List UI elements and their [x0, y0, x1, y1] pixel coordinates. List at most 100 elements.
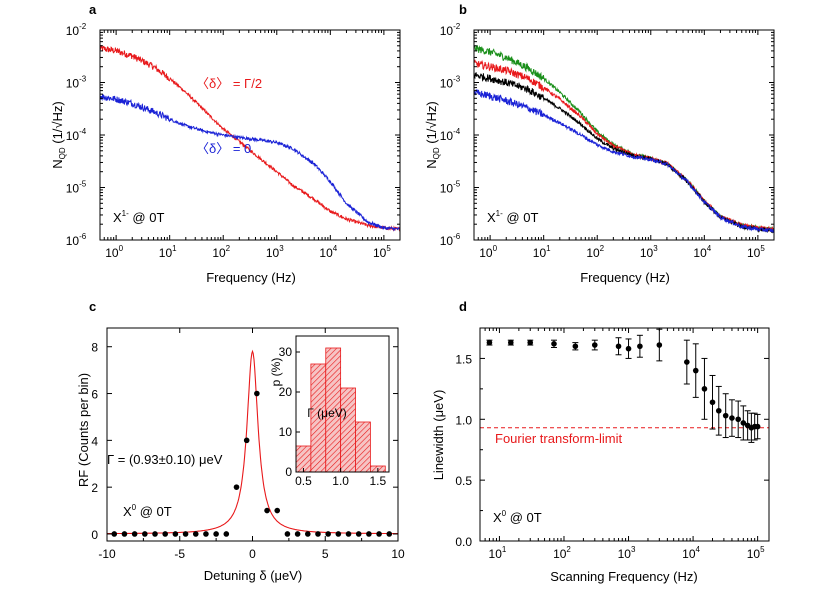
panel-c-data-point	[264, 507, 270, 514]
panel-d-xtick-label-base: 10	[747, 547, 761, 561]
panel-d-annotation-rest: @ 0T	[506, 510, 542, 525]
panel-b-annotation-rest: @ 0T	[503, 210, 539, 225]
panel-b-xtick-label-exp: 5	[760, 244, 765, 253]
panel-d-xtick-label: 103	[618, 545, 636, 561]
panel-a-xtick-label-base: 10	[159, 246, 173, 260]
panel-d-data-point	[715, 407, 722, 414]
panel-c-data-point	[213, 531, 219, 537]
inset-ytick-label: 0	[285, 465, 292, 479]
panel-b-ytick-label-exp: -2	[453, 22, 461, 31]
panel-b-y-label-sub: QD	[432, 147, 441, 159]
panel-a-xtick-label-base: 10	[212, 246, 226, 260]
panel-a-annotation-main: X	[113, 210, 122, 225]
panel-b-ytick-label-base: 10	[440, 234, 454, 248]
panel-b-y-label: NQD (1/√Hz)	[424, 101, 441, 169]
panel-d-reference-label: Fourier transform-limit	[495, 431, 623, 446]
panel-b-ytick-label-exp: -6	[453, 232, 461, 241]
panel-d-xtick-label-exp: 1	[502, 545, 507, 554]
panel-c-data-point	[366, 531, 372, 537]
inset-xtick-label: 1.5	[369, 474, 386, 488]
panel-b-series-3	[473, 89, 775, 233]
panel-a-xtick-label: 100	[105, 244, 123, 260]
panel-c-data-point	[325, 531, 331, 537]
panel-b-ytick-label: 10-6	[440, 232, 461, 248]
panel-d-data-point	[615, 343, 622, 350]
panel-c-xtick-label: 10	[391, 547, 405, 561]
panel-b-xtick-label: 100	[479, 244, 497, 260]
panel-c-data-point	[254, 390, 260, 397]
panel-d: 101 102 103 104 105 0.00.51.01.5 Scanning Fr…	[431, 327, 770, 584]
panel-d-data-point	[735, 416, 742, 423]
panel-b-annotation-sup: 1-	[496, 209, 503, 218]
panel-d-data-point	[572, 343, 579, 350]
panel-d-frame	[479, 327, 770, 542]
panel-a-xtick-label: 104	[319, 244, 337, 260]
panel-c-xtick-label: -5	[174, 547, 185, 561]
panel-b-xtick-label-exp: 1	[546, 244, 551, 253]
panel-a-ytick-label-base: 10	[66, 234, 80, 248]
panel-c-annotation: X0 @ 0T	[123, 503, 172, 519]
panel-c-data-point	[355, 531, 362, 537]
panel-a-xtick-label-exp: 2	[226, 244, 231, 253]
panel-a-plot	[99, 29, 401, 241]
panel-d-data-point	[656, 342, 663, 348]
panel-a-frame	[99, 29, 401, 241]
panel-d-data-point	[701, 386, 708, 392]
panel-a-xtick-label-exp: 0	[119, 244, 124, 253]
panel-c-data-point	[192, 531, 199, 537]
panel-c-data-point	[345, 531, 352, 537]
inset-plot	[295, 335, 390, 473]
panel-b-ytick-label: 10-4	[440, 127, 461, 143]
panel-b-y-label-main: N	[424, 159, 439, 168]
panel-a-annotation-sup: 1-	[122, 209, 129, 218]
panel-b-ytick-label-base: 10	[440, 129, 454, 143]
inset-ytick-label: 20	[279, 385, 293, 399]
panel-b-ytick-label: 10-3	[440, 75, 461, 91]
panel-b-x-ticks: 100 101 102 103 104 105	[473, 30, 775, 260]
panel-d-data-point	[740, 420, 747, 426]
panel-d-x-label: Scanning Frequency (Hz)	[550, 569, 697, 584]
panel-a-xtick-label-exp: 3	[279, 244, 284, 253]
panel-b-xtick-label-base: 10	[747, 246, 761, 260]
panel-d-annotation-sup: 0	[502, 509, 507, 518]
panel-a-x-ticks: 100 101 102 103 104 105	[99, 30, 401, 260]
panel-a-series-1	[99, 94, 401, 232]
panel-c-data-point	[203, 531, 209, 537]
inset-xtick-label: 1.0	[332, 474, 349, 488]
inset-bar	[340, 387, 356, 473]
panel-c-data-point	[152, 531, 158, 537]
panel-d-data-point	[692, 367, 699, 374]
panel-b-xtick-label: 101	[533, 244, 551, 260]
panel-a-y-label: NQD (1/√Hz)	[50, 101, 67, 169]
panel-b-ytick-label-base: 10	[440, 182, 454, 196]
inset-x-label: Γ (μeV)	[307, 406, 347, 420]
panel-b-xtick-label-exp: 2	[600, 244, 605, 253]
panel-a-xtick-label: 103	[266, 244, 284, 260]
panel-a-ytick-label-exp: -3	[79, 75, 87, 84]
panel-b-xtick-label-base: 10	[586, 246, 600, 260]
panel-c-data-point	[304, 531, 311, 537]
panel-a-x-label: Frequency (Hz)	[206, 270, 296, 285]
panel-d-data-point	[625, 345, 632, 352]
panel-b-xtick-label-base: 10	[479, 246, 493, 260]
panel-c: -10 -5 0 5 10 0 2 4 6 8 Detuning δ (μeV) RF (Cou…	[76, 327, 405, 583]
panel-d-x-ticks: 101 102 103 104 105	[479, 328, 765, 561]
panel-b-xtick-label-base: 10	[533, 246, 547, 260]
panel-a-xtick-label-exp: 4	[333, 244, 338, 253]
panel-label-a: a	[89, 2, 97, 17]
panel-d-xtick-label-exp: 2	[566, 545, 571, 554]
panel-d-data-point	[729, 415, 735, 421]
panel-b-xtick-label: 105	[747, 244, 765, 260]
panel-d-xtick-label: 102	[553, 545, 571, 561]
panel-d-xtick-label-exp: 4	[696, 545, 701, 554]
panel-c-ytick-label: 8	[91, 341, 98, 355]
panel-a-ytick-label: 10-2	[66, 22, 87, 38]
panel-c-fit-label: Γ = (0.93±0.10) μeV	[107, 452, 223, 467]
panel-c-ytick-label: 2	[91, 481, 98, 495]
panel-c-data-point	[111, 531, 118, 537]
panel-b-y-label-unit: (1/√Hz)	[424, 101, 439, 147]
panel-d-y-label: Linewidth (μeV)	[431, 390, 446, 481]
panel-d-data-point	[637, 343, 643, 350]
panel-b-ytick-label: 10-5	[440, 180, 461, 196]
panel-c-data-point	[335, 531, 342, 537]
